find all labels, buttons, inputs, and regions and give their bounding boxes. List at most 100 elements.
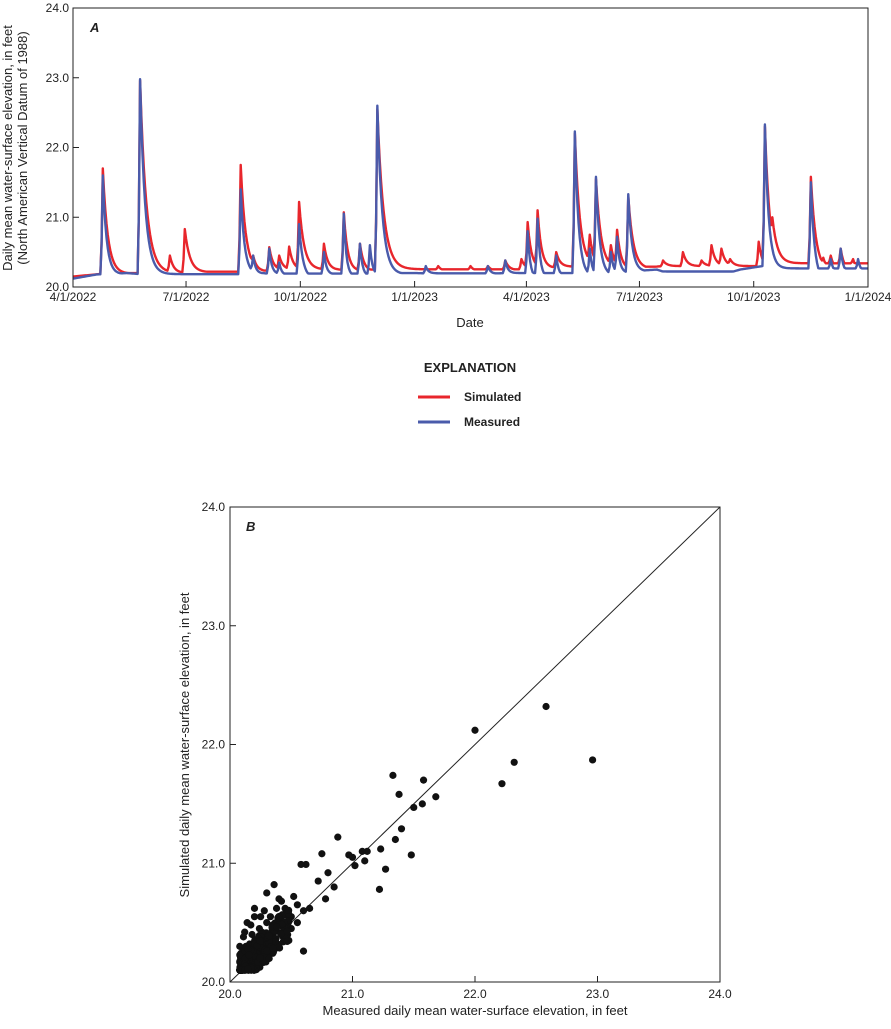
scatter-point [244, 945, 252, 953]
series-peak-measured [252, 255, 254, 257]
scatter-point [247, 921, 255, 929]
panel-a-y-tick-label: 23.0 [46, 71, 70, 85]
panel-b-x-tick-label: 20.0 [218, 987, 242, 1001]
series-peak-measured [268, 248, 270, 250]
panel-b-y-tick-label: 21.0 [202, 856, 226, 870]
scatter-point [510, 758, 518, 766]
series-peak-simulated [682, 251, 684, 253]
series-peak-measured [536, 218, 539, 220]
series-peak-measured [376, 105, 378, 107]
scatter-point [432, 793, 440, 801]
series-peak-simulated [822, 257, 824, 259]
scatter-point [498, 780, 506, 788]
series-peak-simulated [830, 255, 832, 257]
scatter-point [269, 944, 277, 952]
panel-b-x-tick-label: 24.0 [708, 987, 732, 1001]
scatter-point [589, 756, 597, 764]
panel-a-x-tick-label: 4/1/2023 [503, 290, 550, 304]
series-peak-simulated [810, 176, 812, 178]
scatter-point [361, 857, 369, 865]
series-peak-simulated [298, 201, 300, 203]
series-peak-simulated [469, 265, 472, 267]
panel-b-x-axis: 20.0 21.0 22.0 23.0 24.0 [218, 976, 732, 1001]
panel-a-y-tick-label: 22.0 [46, 141, 70, 155]
series-peak-measured [323, 251, 325, 253]
panel-a-y-axis: 20.0 21.0 22.0 23.0 24.0 [46, 1, 79, 294]
series-peak-simulated [323, 243, 325, 245]
series-peak-measured [298, 223, 300, 225]
panel-a-y-axis-title: Daily mean water-surface elevation, in f… [0, 25, 15, 271]
series-peak-measured [240, 188, 242, 190]
scatter-point [272, 904, 281, 912]
panel-a-x-tick-label: 1/1/2023 [391, 290, 438, 304]
legend: EXPLANATION Simulated Measured [418, 360, 521, 429]
scatter-point [419, 776, 428, 784]
series-peak-measured [425, 265, 427, 267]
panel-a-letter: A [89, 20, 99, 35]
scatter-point [244, 965, 252, 973]
series-peak-simulated [288, 245, 290, 248]
series-peak-simulated [720, 248, 723, 250]
scatter-point [265, 954, 273, 963]
scatter-point [248, 930, 256, 939]
scatter-point [299, 947, 308, 955]
scatter-point [293, 919, 301, 927]
scatter-point [236, 951, 244, 959]
legend-title: EXPLANATION [424, 360, 516, 375]
scatter-point [330, 883, 338, 891]
series-peak-simulated [700, 259, 703, 262]
scatter-point [542, 702, 550, 711]
scatter-point [283, 927, 291, 936]
panel-a-y-axis-title-line2: (North American Vertical Datum of 1988) [15, 31, 30, 264]
scatter-point [283, 937, 291, 946]
series-peak-simulated [589, 234, 591, 236]
series-peak-measured [595, 176, 597, 178]
series-peak-simulated [520, 258, 523, 260]
series-peaks-simulated [102, 79, 854, 267]
series-peak-measured [764, 123, 766, 126]
panel-a-y-tick-label: 21.0 [46, 210, 70, 224]
series-peak-simulated [102, 167, 104, 170]
scatter-point [260, 907, 268, 915]
panel-b-y-axis-title: Simulated daily mean water-surface eleva… [177, 592, 192, 897]
series-peak-measured [139, 78, 141, 80]
scatter-point [250, 913, 259, 921]
series-peak-measured [589, 248, 591, 250]
scatter-point [272, 923, 281, 931]
scatter-point [391, 835, 399, 844]
panel-b-letter: B [246, 519, 255, 534]
legend-label-measured: Measured [464, 415, 520, 429]
series-peak-simulated [771, 216, 773, 218]
scatter-point [263, 947, 271, 955]
series-peak-measured [610, 251, 612, 253]
series-peak-simulated [555, 251, 557, 253]
series-peak-measured [627, 193, 629, 195]
series-peak-measured [616, 236, 618, 238]
one-to-one-line [229, 506, 721, 983]
panel-a-plot-area [72, 77, 868, 280]
scatter-point [271, 937, 280, 946]
scatter-point [266, 913, 275, 921]
series-peak-measured [504, 259, 506, 262]
panel-a-x-tick-label: 10/1/2023 [727, 290, 781, 304]
scatter-point [256, 937, 264, 945]
scatter-point [256, 954, 264, 962]
panel-b-plot-area [229, 506, 721, 983]
series-peak-simulated [240, 164, 242, 166]
panel-a-x-tick-label: 10/1/2022 [274, 290, 328, 304]
panel-b-y-tick-label: 23.0 [202, 619, 226, 633]
scatter-point [334, 833, 342, 841]
scatter-point [351, 862, 359, 870]
scatter-point [278, 920, 286, 929]
series-line-measured [72, 77, 868, 280]
panel-a-x-tick-label: 4/1/2022 [50, 290, 97, 304]
series-peak-simulated [616, 229, 618, 231]
series-peak-simulated [852, 258, 854, 260]
scatter-point [245, 951, 253, 959]
scatter-point [274, 914, 282, 922]
scatter-point [265, 932, 273, 940]
scatter-point [324, 869, 332, 877]
scatter-point [263, 919, 271, 927]
scatter-point [318, 850, 326, 858]
